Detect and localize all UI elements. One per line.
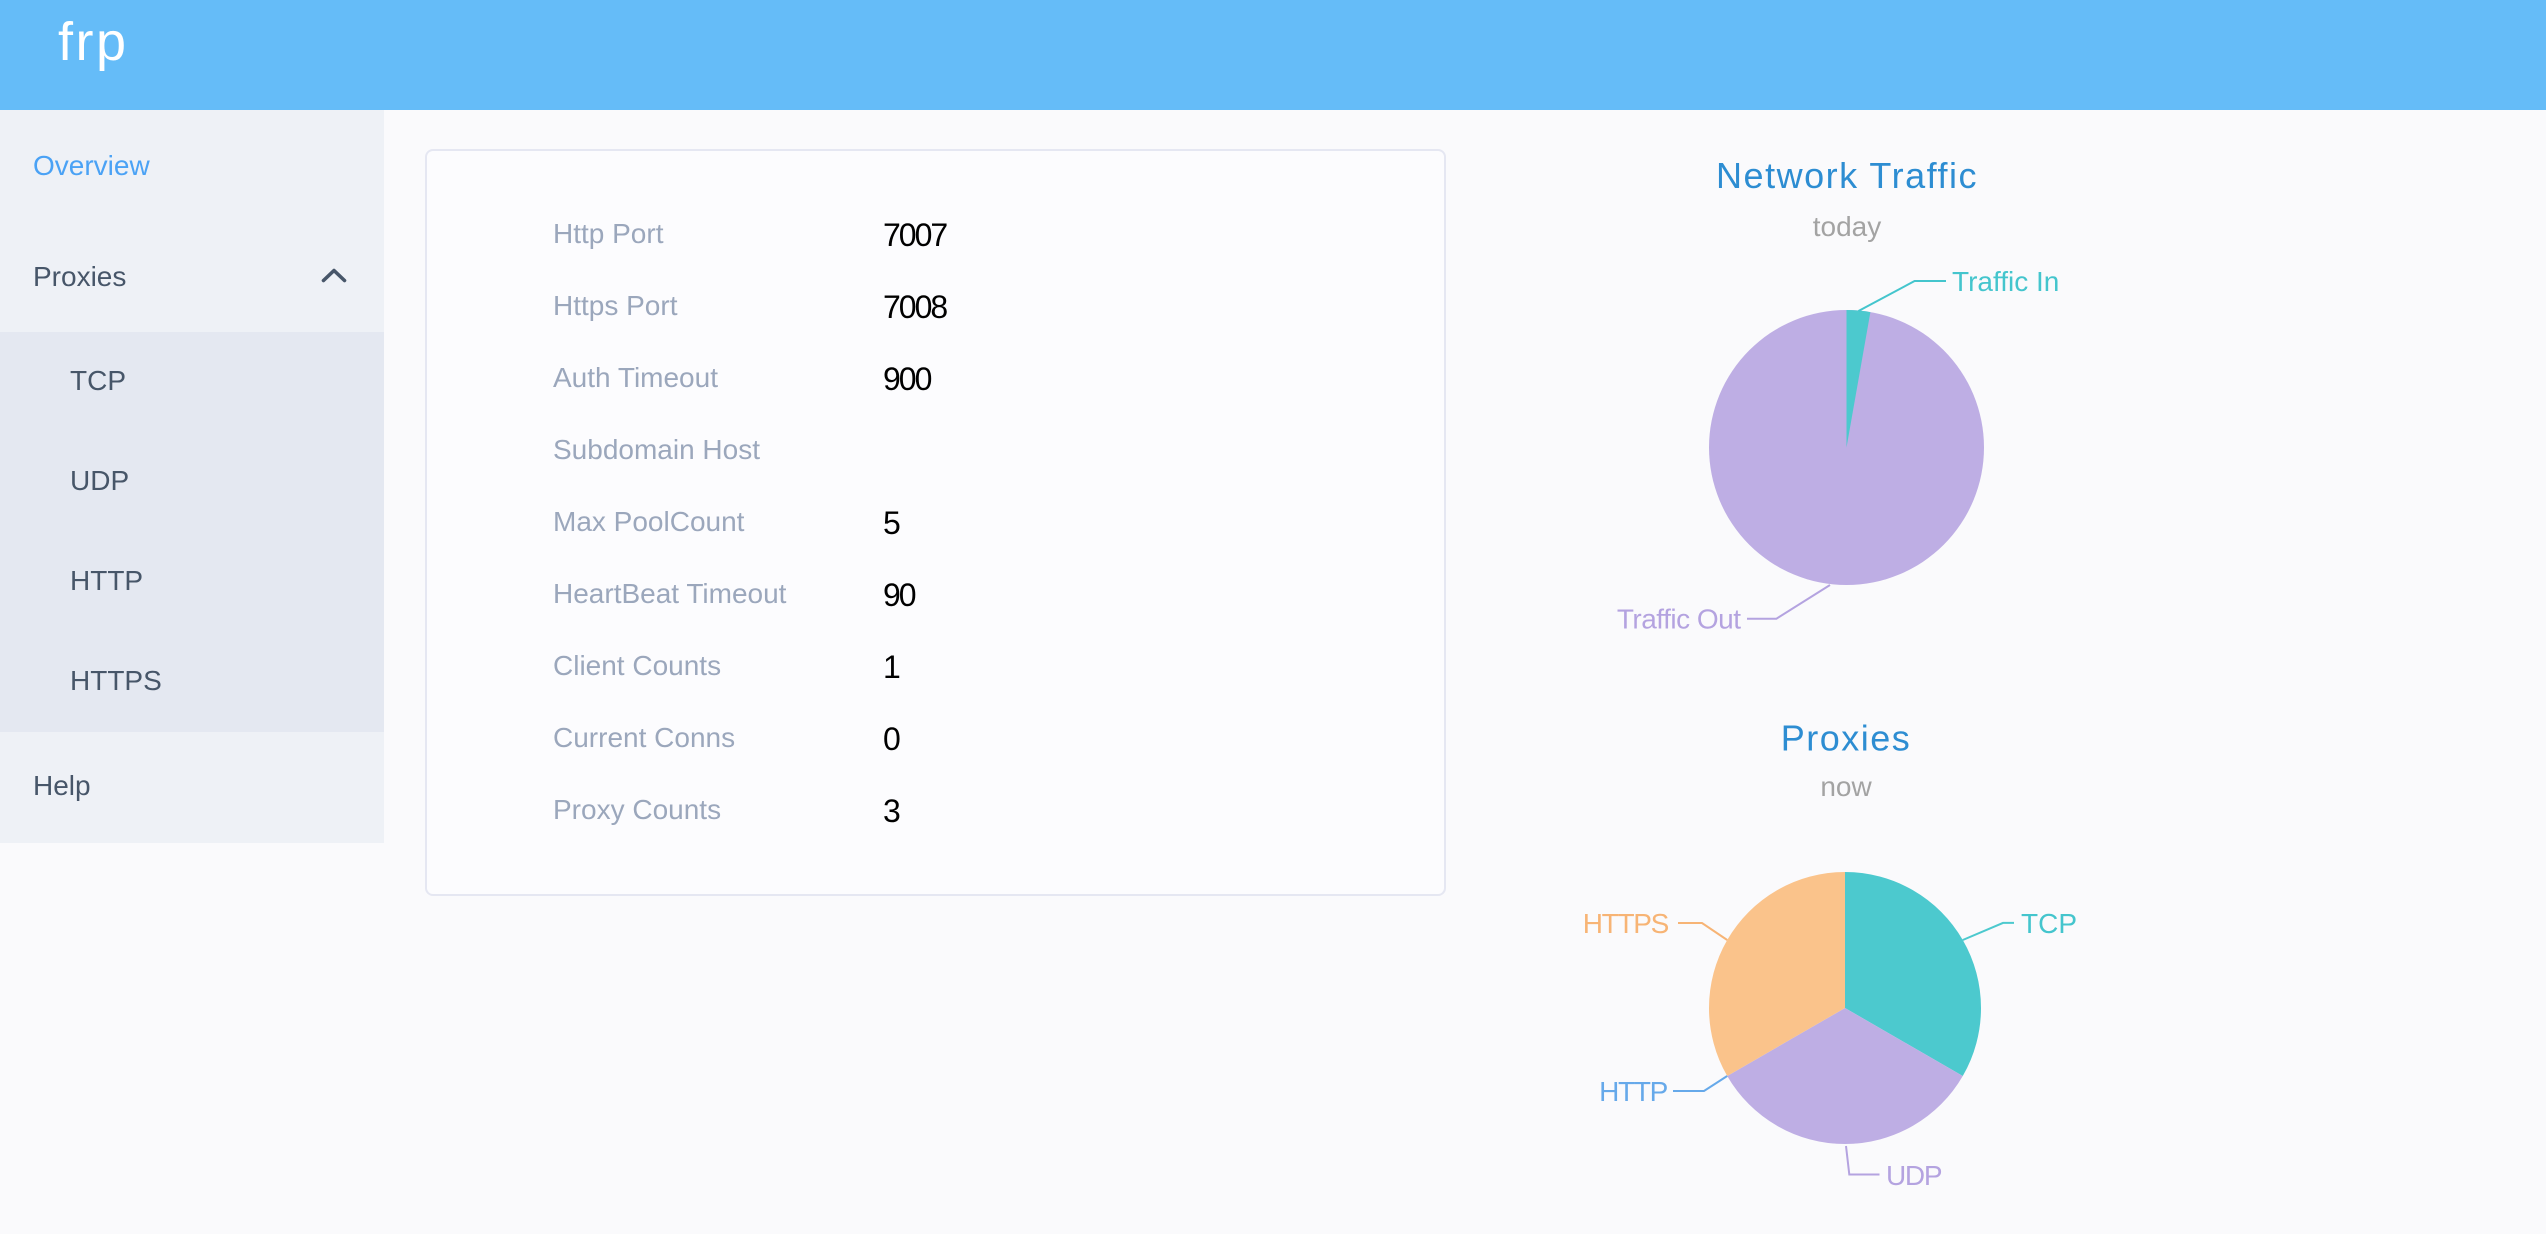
- svg-text:TCP: TCP: [2021, 908, 2077, 939]
- svg-text:now: now: [1820, 771, 1872, 802]
- svg-text:UDP: UDP: [1886, 1160, 1942, 1191]
- svg-text:today: today: [1813, 211, 1882, 242]
- svg-text:Proxies: Proxies: [1781, 718, 1912, 759]
- svg-text:HTTP: HTTP: [1599, 1076, 1668, 1107]
- svg-text:Network Traffic: Network Traffic: [1716, 155, 1978, 196]
- svg-text:Traffic Out: Traffic Out: [1617, 604, 1741, 635]
- svg-text:Traffic In: Traffic In: [1952, 266, 2059, 297]
- svg-text:HTTPS: HTTPS: [1583, 908, 1669, 939]
